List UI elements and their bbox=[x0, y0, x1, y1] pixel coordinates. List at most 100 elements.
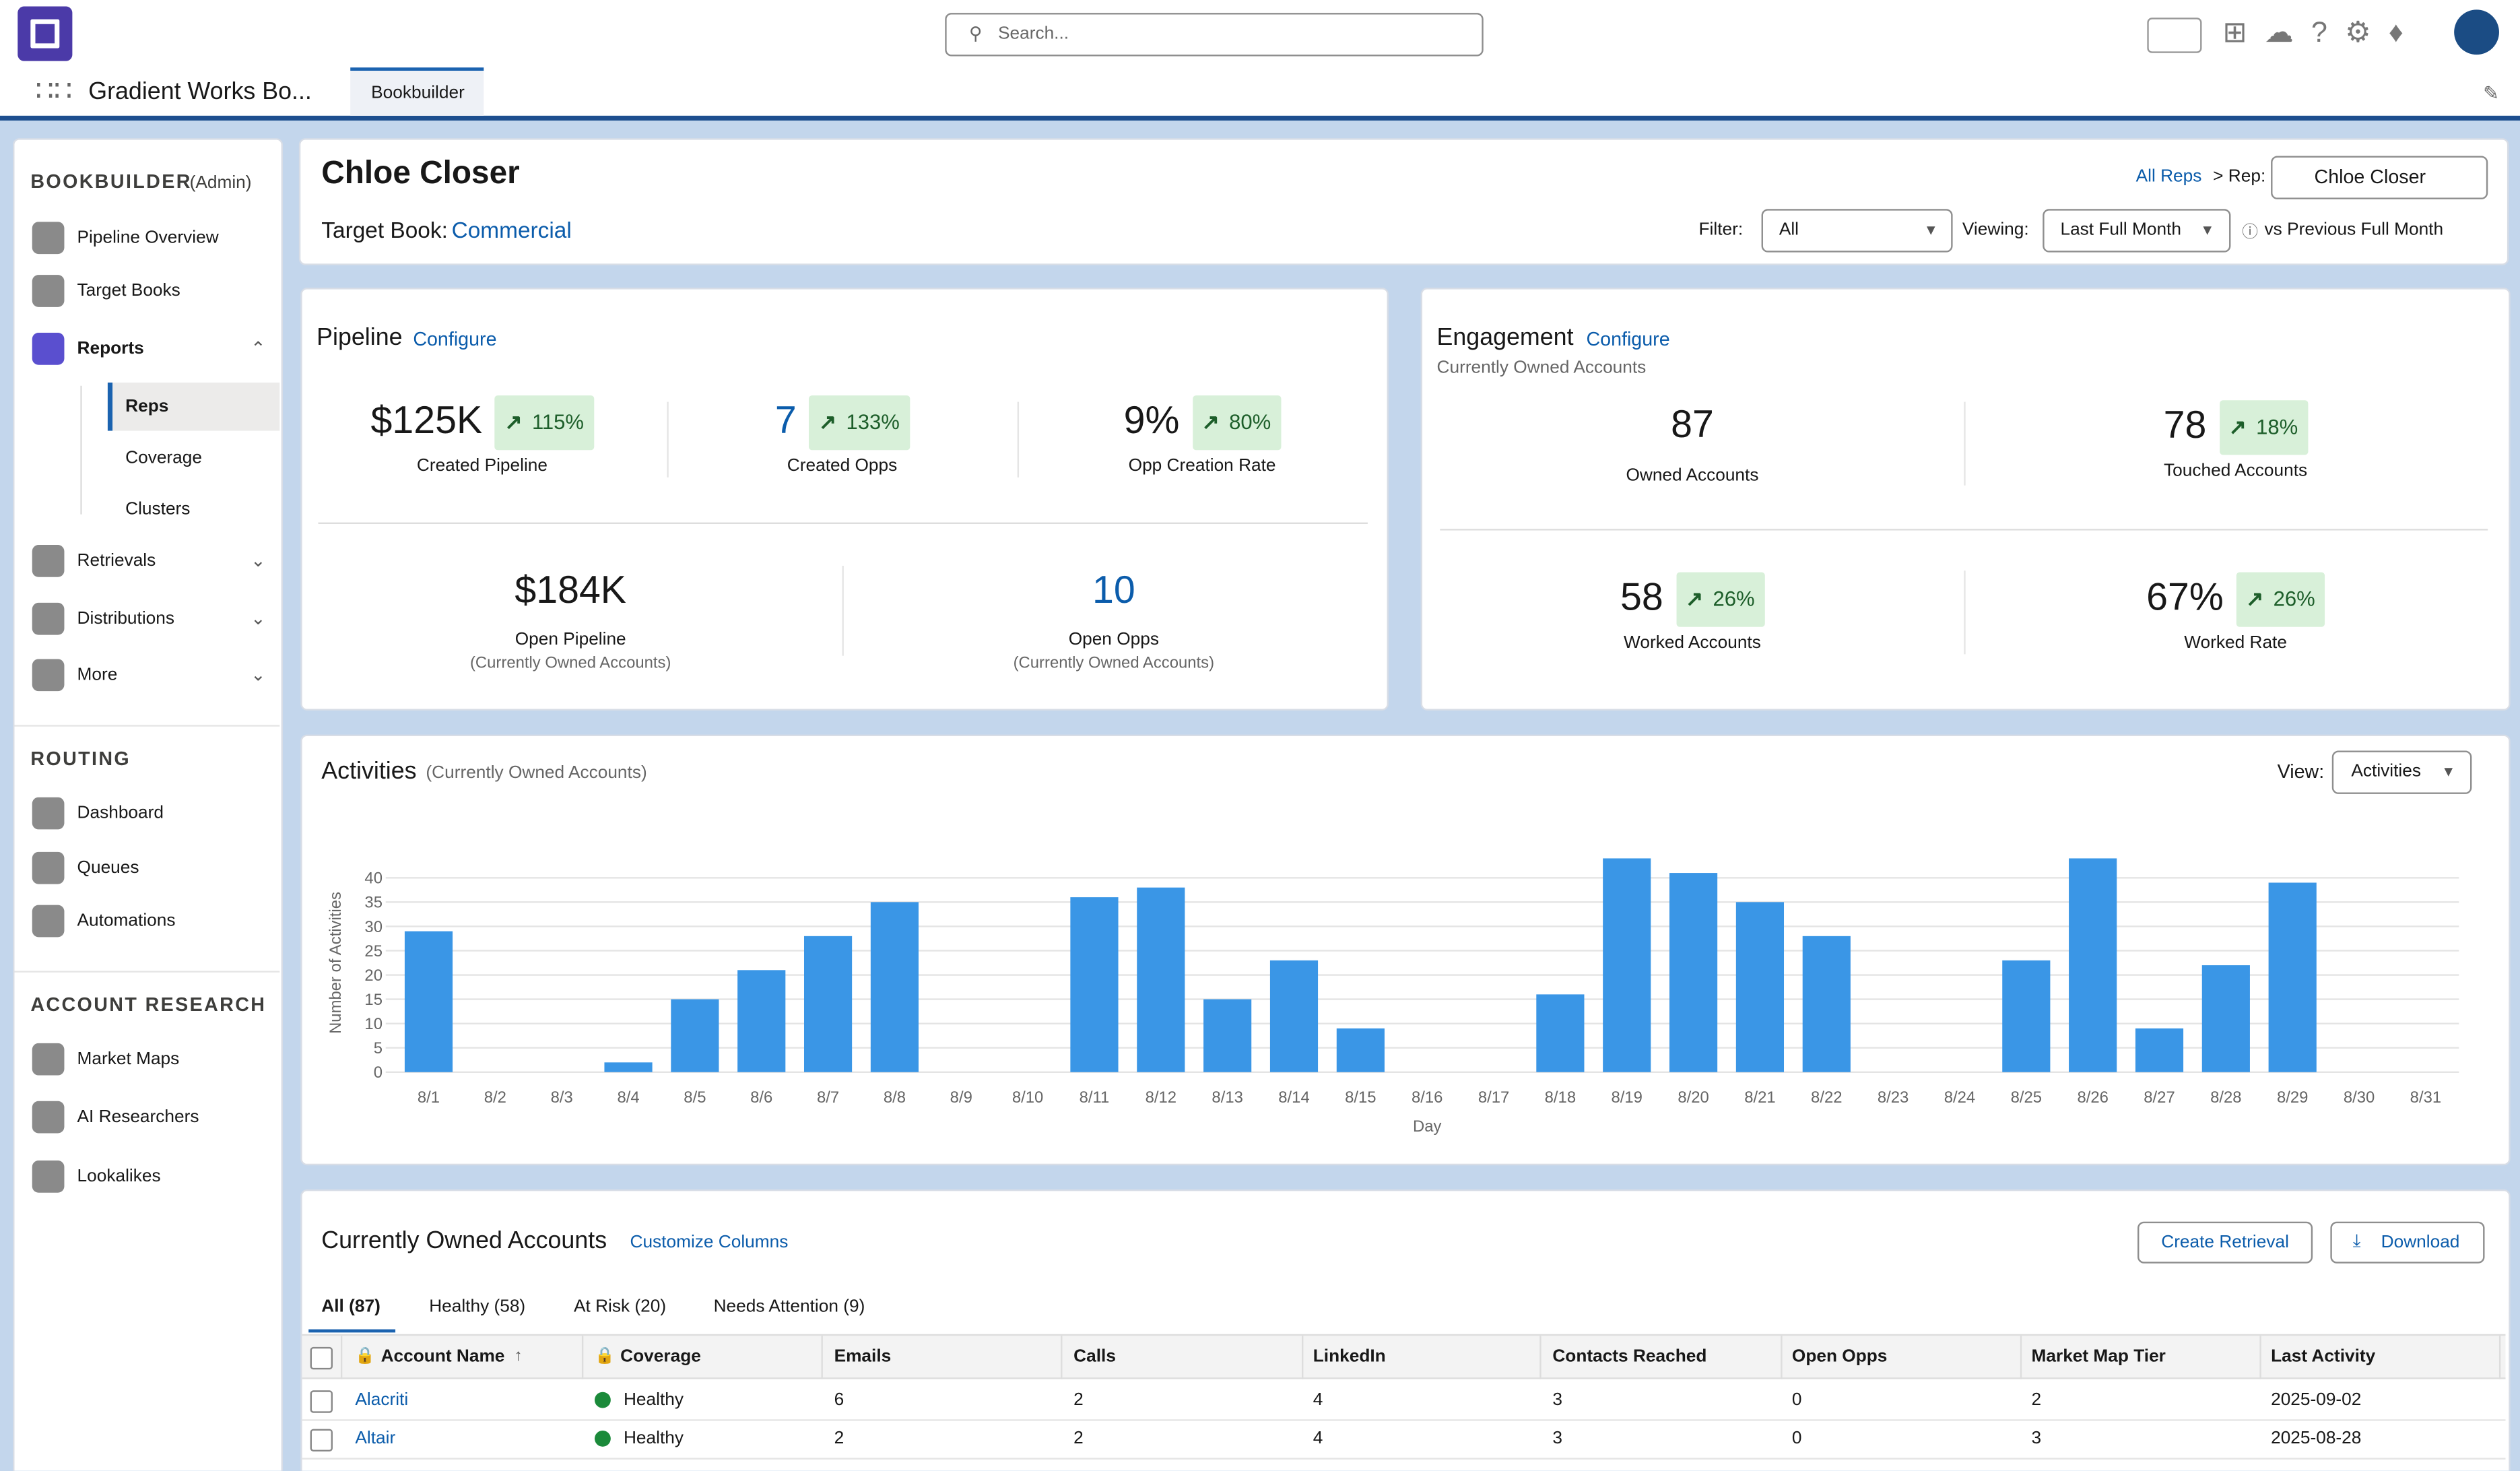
checkbox[interactable] bbox=[310, 1346, 333, 1370]
column-header[interactable]: Last Activity bbox=[2271, 1346, 2376, 1367]
metric-label: Worked Accounts bbox=[1624, 633, 1761, 653]
column-header[interactable]: Market Map Tier bbox=[2031, 1346, 2166, 1367]
nav-icon bbox=[32, 602, 65, 635]
rep-input-value[interactable]: Chloe Closer bbox=[2314, 165, 2426, 189]
column-border bbox=[2498, 1336, 2501, 1379]
nav-item[interactable]: Dashboard bbox=[77, 804, 164, 823]
x-axis-title: Day bbox=[1413, 1117, 1442, 1136]
nav-subitem[interactable]: Coverage bbox=[125, 448, 202, 468]
nav-item[interactable]: More bbox=[77, 665, 118, 685]
button-label[interactable]: Create Retrieval bbox=[2161, 1233, 2289, 1253]
chevron[interactable]: ⌃ bbox=[251, 339, 266, 360]
nav-item[interactable]: Distributions bbox=[77, 609, 175, 629]
filter-value[interactable]: All bbox=[1779, 220, 1799, 240]
column-header[interactable]: Open Opps bbox=[1791, 1346, 1888, 1367]
rep-input[interactable] bbox=[2271, 156, 2488, 199]
chevron[interactable]: ⌄ bbox=[251, 666, 266, 686]
button-label[interactable]: Download bbox=[2381, 1233, 2460, 1253]
column-header[interactable]: Account Name bbox=[380, 1346, 505, 1367]
bar bbox=[604, 1062, 653, 1072]
column-border bbox=[1061, 1336, 1063, 1379]
compare-label: vs Previous Full Month bbox=[2264, 220, 2444, 240]
nav-item[interactable]: AI Researchers bbox=[77, 1107, 199, 1127]
nav-icon bbox=[32, 797, 65, 830]
tab[interactable] bbox=[350, 67, 484, 116]
target-book[interactable]: Commercial bbox=[451, 217, 572, 243]
engagement-card bbox=[1420, 288, 2511, 711]
tab[interactable]: Healthy (58) bbox=[429, 1297, 526, 1317]
x-tick-label: 8/22 bbox=[1811, 1088, 1842, 1107]
change-badge: ↗ 80% bbox=[1192, 395, 1281, 451]
nav-item[interactable]: Queues bbox=[77, 858, 139, 878]
column-header[interactable]: Contacts Reached bbox=[1552, 1346, 1707, 1367]
all-reps-link[interactable]: All Reps bbox=[2135, 167, 2202, 187]
x-tick-label: 8/19 bbox=[1612, 1088, 1643, 1107]
nav-subitem[interactable]: Clusters bbox=[125, 500, 191, 519]
customize-link[interactable]: Customize Columns bbox=[630, 1233, 789, 1253]
filter-select[interactable] bbox=[1761, 209, 1953, 253]
view-select[interactable] bbox=[2331, 750, 2472, 794]
x-tick-label: 8/25 bbox=[2011, 1088, 2042, 1107]
nav-item[interactable]: Automations bbox=[77, 911, 176, 931]
rep-name: Chloe Closer bbox=[321, 156, 520, 191]
tab[interactable]: Needs Attention (9) bbox=[713, 1297, 865, 1317]
y-tick-label: 10 bbox=[364, 1015, 383, 1033]
favorites-button[interactable] bbox=[2147, 18, 2202, 53]
avatar[interactable] bbox=[2454, 9, 2499, 55]
nav-item[interactable]: Lookalikes bbox=[77, 1167, 161, 1187]
nav-item[interactable]: Reports bbox=[77, 339, 144, 359]
x-tick-label: 8/12 bbox=[1146, 1088, 1176, 1107]
row-border bbox=[302, 1458, 2506, 1460]
target-book-label: Target Book: bbox=[321, 217, 448, 243]
change-value: 26% bbox=[2273, 587, 2315, 611]
configure-link[interactable]: Configure bbox=[413, 327, 497, 351]
bar bbox=[1336, 1028, 1385, 1072]
button[interactable] bbox=[2137, 1221, 2313, 1264]
x-tick-label: 8/5 bbox=[684, 1088, 706, 1107]
nav-subitem[interactable]: Reps bbox=[125, 397, 169, 417]
column-header[interactable]: Coverage bbox=[620, 1346, 701, 1367]
metric-label: Worked Rate bbox=[2184, 633, 2287, 653]
bar bbox=[1070, 897, 1119, 1072]
cell[interactable]: Altair bbox=[355, 1429, 396, 1449]
bar bbox=[2069, 858, 2117, 1072]
arrow-icon: ↗ bbox=[2246, 587, 2264, 611]
cell: 2 bbox=[2031, 1390, 2042, 1410]
chevron[interactable]: ⌄ bbox=[251, 610, 266, 630]
chevron: ▼ bbox=[1923, 222, 1938, 238]
column-header[interactable]: Calls bbox=[1073, 1346, 1116, 1367]
metric-value-row: 78 ↗ 18% bbox=[2164, 400, 2308, 455]
nav-icon bbox=[32, 333, 65, 365]
edit-icon[interactable]: ✎ bbox=[2483, 81, 2500, 105]
tab[interactable]: All (87) bbox=[321, 1297, 380, 1317]
chevron[interactable]: ⌄ bbox=[251, 552, 266, 572]
nav-border bbox=[0, 115, 2520, 121]
viewing-value[interactable]: Last Full Month bbox=[2060, 220, 2181, 240]
tab[interactable]: At Risk (20) bbox=[573, 1297, 667, 1317]
checkbox[interactable] bbox=[310, 1429, 333, 1451]
button[interactable] bbox=[2330, 1221, 2485, 1264]
viewing-select[interactable] bbox=[2043, 209, 2231, 253]
search-box[interactable] bbox=[945, 13, 1484, 57]
column-header[interactable]: LinkedIn bbox=[1313, 1346, 1386, 1367]
nav-item[interactable]: Target Books bbox=[77, 281, 180, 301]
checkbox[interactable] bbox=[310, 1390, 333, 1413]
configure-link[interactable]: Configure bbox=[1586, 327, 1670, 351]
column-header[interactable]: Emails bbox=[834, 1346, 892, 1367]
logo[interactable] bbox=[18, 6, 73, 61]
tab-label[interactable]: Bookbuilder bbox=[371, 84, 465, 103]
metric-value: 78 bbox=[2163, 403, 2207, 448]
column-border bbox=[1302, 1336, 1304, 1379]
y-axis-title: Number of Activities bbox=[327, 892, 345, 1034]
nav-item[interactable]: Pipeline Overview bbox=[77, 228, 219, 248]
separator bbox=[14, 971, 280, 973]
header-icons[interactable]: ⊞☁?⚙♦ bbox=[2222, 15, 2422, 48]
cell[interactable]: Alacriti bbox=[355, 1390, 409, 1410]
nav-item[interactable]: Retrievals bbox=[77, 551, 156, 571]
view-value[interactable]: Activities bbox=[2351, 762, 2422, 781]
nav-item[interactable]: Market Maps bbox=[77, 1049, 180, 1070]
pipeline-card bbox=[300, 288, 1389, 711]
x-tick-label: 8/8 bbox=[884, 1088, 906, 1107]
app-launcher[interactable]: ∷∷ bbox=[35, 74, 73, 107]
